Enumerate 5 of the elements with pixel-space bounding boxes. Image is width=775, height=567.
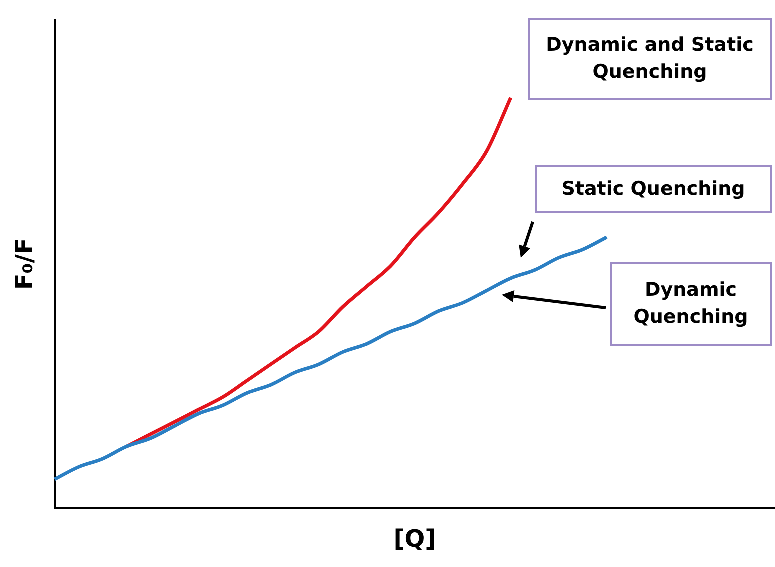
x-axis-title: [Q] (394, 524, 436, 553)
y-axis-title: F₀/F (10, 238, 39, 290)
text: Dynamic and Static Quenching (528, 18, 772, 100)
annotation: Static Quenching (535, 165, 772, 213)
annotation: Dynamic Quenching (610, 262, 772, 346)
